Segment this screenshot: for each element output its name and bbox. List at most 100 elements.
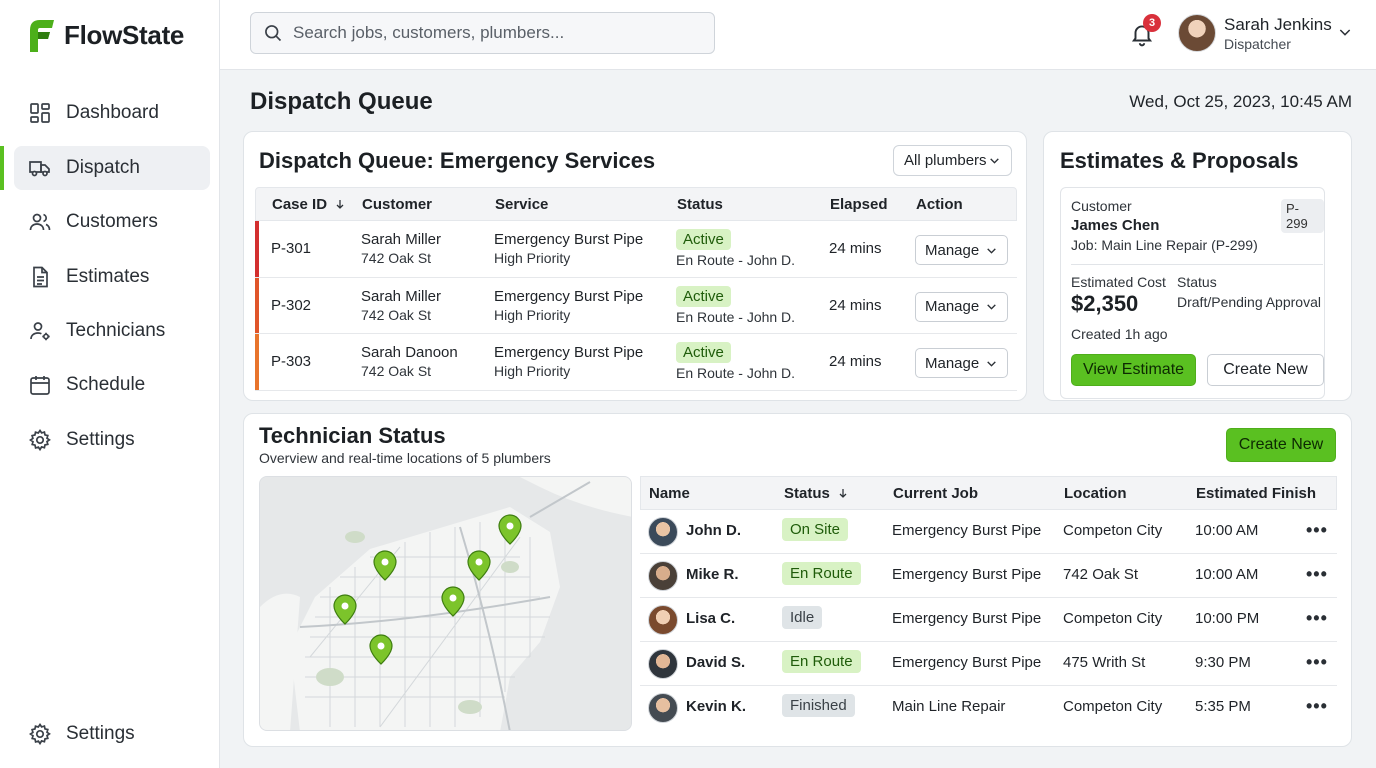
dispatch-row[interactable]: P-301 Sarah Miller 742 Oak St Emergency B…	[255, 221, 1017, 278]
estimated-finish: 10:00 AM	[1195, 566, 1259, 583]
technician-location: 742 Oak St	[1063, 566, 1139, 583]
status-detail: En Route - John D.	[676, 252, 796, 268]
plumber-filter-dropdown[interactable]: All plumbers	[893, 145, 1012, 176]
sidebar-item-settings[interactable]: Settings	[14, 418, 210, 462]
technician-row[interactable]: John D. On Site Emergency Burst Pipe Com…	[640, 510, 1337, 554]
estimates-card: Estimates & Proposals Customer P-299 Jam…	[1043, 131, 1352, 401]
current-job: Emergency Burst Pipe	[892, 654, 1042, 671]
chevron-down-icon[interactable]	[1337, 24, 1353, 40]
search-box[interactable]	[250, 12, 715, 54]
gear-icon	[28, 722, 51, 746]
column-header-estimated-finish[interactable]: Estimated Finish	[1196, 485, 1317, 502]
column-header-location[interactable]: Location	[1064, 485, 1127, 502]
more-options-icon[interactable]: •••	[1306, 608, 1328, 628]
dispatch-row[interactable]: P-303 Sarah Danoon 742 Oak St Emergency B…	[255, 334, 1017, 391]
status-badge: On Site	[782, 518, 849, 541]
technician-name: John D.	[686, 522, 741, 539]
avatar	[648, 517, 678, 547]
technician-row[interactable]: Kevin K. Finished Main Line Repair Compe…	[640, 686, 1337, 730]
manage-dropdown-button[interactable]: Manage	[915, 235, 1008, 265]
manage-dropdown-button[interactable]: Manage	[915, 348, 1008, 378]
service-cell: Emergency Burst Pipe High Priority	[494, 231, 643, 266]
technician-card-title: Technician Status	[259, 423, 446, 448]
column-header-service[interactable]: Service	[495, 196, 549, 213]
status-detail: En Route - John D.	[676, 308, 796, 325]
service-cell: Emergency Burst Pipe High Priority	[494, 344, 643, 379]
create-estimate-button[interactable]: Create New	[1207, 354, 1324, 386]
technician-table: Name Status Current Job Location Estimat…	[640, 476, 1337, 730]
customer-cell: Sarah Miller 742 Oak St	[361, 231, 441, 266]
customer-cell: Sarah Miller 742 Oak St	[361, 288, 441, 323]
manage-dropdown-button[interactable]: Manage	[915, 291, 1008, 322]
sidebar-item-dispatch[interactable]: Dispatch	[0, 146, 210, 190]
sidebar-item-estimates[interactable]: Estimates	[14, 255, 210, 299]
estimated-finish: 10:00 AM	[1195, 522, 1259, 539]
current-datetime: Wed, Oct 25, 2023, 10:45 AM	[1129, 92, 1352, 111]
column-header-customer[interactable]: Customer	[362, 196, 433, 213]
users-icon	[29, 213, 51, 231]
customer-name: Sarah Danoon	[361, 344, 458, 361]
technician-row[interactable]: Lisa C. Idle Emergency Burst Pipe Compet…	[640, 598, 1337, 642]
search-icon	[265, 25, 282, 42]
dispatch-table-header: Case ID Customer Service Status Elapsed …	[255, 187, 1017, 221]
technician-row[interactable]: Mike R. En Route Emergency Burst Pipe 74…	[640, 554, 1337, 598]
technician-location: Competon City	[1063, 522, 1163, 539]
sidebar-footer-settings[interactable]: Settings	[14, 712, 210, 756]
estimates-card-title: Estimates & Proposals	[1060, 148, 1299, 173]
create-technician-button[interactable]: Create New	[1226, 428, 1336, 462]
search-input[interactable]	[293, 23, 693, 43]
status-badge: Active	[676, 229, 731, 250]
technician-table-header: Name Status Current Job Location Estimat…	[640, 476, 1337, 510]
technician-map[interactable]	[259, 476, 632, 731]
dispatch-table: Case ID Customer Service Status Elapsed …	[255, 187, 1017, 391]
current-job: Main Line Repair	[892, 698, 1006, 715]
customer-label: Customer	[1071, 198, 1132, 214]
service-cell: Emergency Burst Pipe High Priority	[494, 288, 643, 323]
technician-row[interactable]: David S. En Route Emergency Burst Pipe 4…	[640, 642, 1337, 686]
column-header-elapsed[interactable]: Elapsed	[830, 196, 888, 213]
more-options-icon[interactable]: •••	[1306, 696, 1328, 716]
sidebar-item-schedule[interactable]: Schedule	[14, 363, 210, 407]
view-estimate-button[interactable]: View Estimate	[1071, 354, 1196, 386]
more-options-icon[interactable]: •••	[1306, 520, 1328, 540]
column-header-status[interactable]: Status	[784, 485, 849, 502]
app-logo[interactable]: FlowState	[28, 18, 184, 52]
gear-icon	[28, 428, 51, 452]
column-header-name[interactable]: Name	[649, 485, 690, 502]
estimated-finish: 10:00 PM	[1195, 610, 1260, 627]
estimated-cost-value: $2,350	[1071, 291, 1139, 316]
avatar	[648, 693, 678, 723]
more-options-icon[interactable]: •••	[1306, 652, 1328, 672]
chevron-down-icon	[987, 304, 996, 310]
sidebar-item-dashboard[interactable]: Dashboard	[14, 91, 210, 135]
user-avatar[interactable]	[1178, 14, 1216, 52]
service-name: Emergency Burst Pipe	[494, 344, 644, 361]
column-header-case-id[interactable]: Case ID	[272, 196, 346, 213]
column-header-status[interactable]: Status	[677, 196, 723, 213]
technician-name: Kevin K.	[686, 698, 747, 715]
sidebar-item-label: Settings	[66, 723, 135, 744]
city-map	[260, 477, 631, 730]
column-header-current-job[interactable]: Current Job	[893, 485, 979, 502]
service-priority: High Priority	[494, 250, 571, 266]
sort-down-icon	[839, 489, 847, 498]
status-badge: Active	[676, 285, 731, 307]
current-job: Emergency Burst Pipe	[892, 566, 1042, 583]
divider	[1071, 264, 1323, 265]
page-title: Dispatch Queue	[250, 88, 433, 115]
estimate-customer-name: James Chen	[1071, 217, 1160, 234]
sidebar-item-customers[interactable]: Customers	[14, 200, 210, 244]
status-badge: En Route	[782, 562, 861, 585]
status-cell: Active En Route - John D.	[676, 342, 795, 381]
sidebar: FlowState Dashboard Dispatch Customers E…	[0, 0, 220, 768]
dispatch-row[interactable]: P-302 Sarah Miller 742 Oak St Emergency B…	[255, 277, 1017, 334]
customer-address: 742 Oak St	[361, 363, 432, 379]
case-id: P-301	[271, 240, 312, 257]
column-header-label: Case ID	[272, 196, 328, 213]
technician-icon	[30, 322, 50, 341]
user-name[interactable]: Sarah Jenkins	[1224, 15, 1332, 34]
more-options-icon[interactable]: •••	[1306, 564, 1328, 584]
sidebar-item-technicians[interactable]: Technicians	[14, 309, 210, 353]
technician-location: Competon City	[1063, 698, 1163, 715]
estimated-finish: 9:30 PM	[1195, 654, 1251, 671]
